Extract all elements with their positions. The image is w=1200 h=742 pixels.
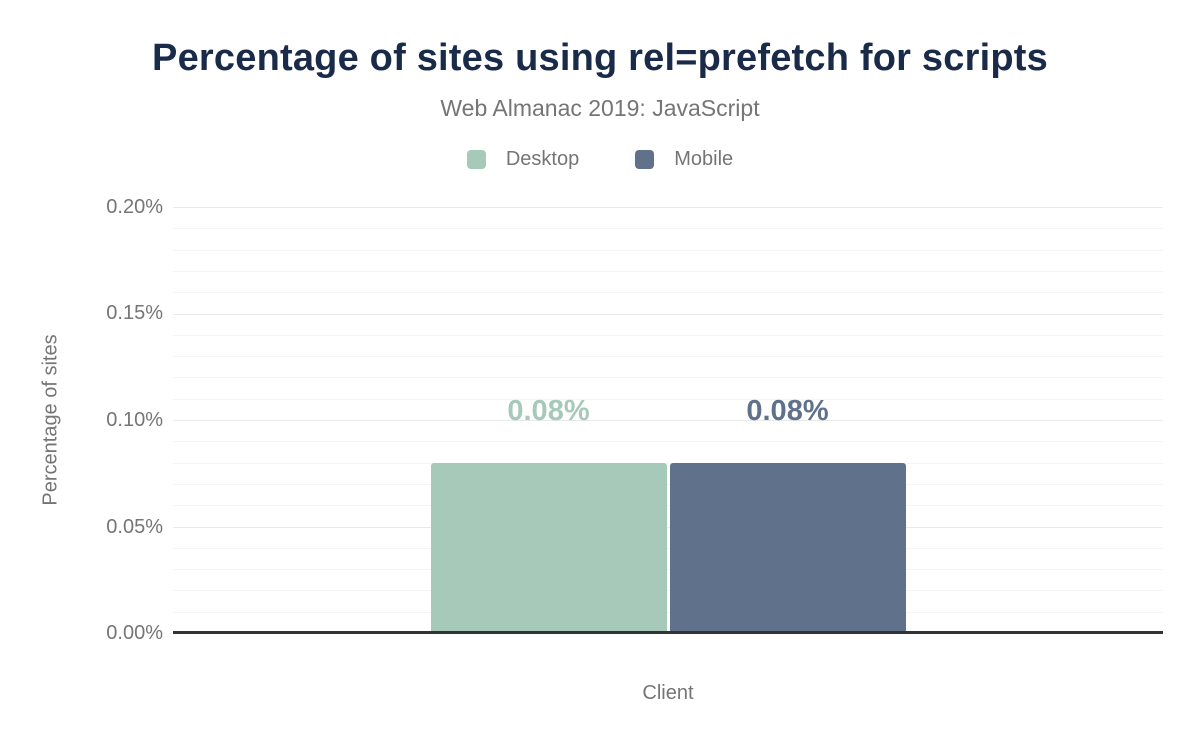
legend-label-desktop: Desktop xyxy=(505,148,580,170)
bar-desktop[interactable] xyxy=(430,462,667,633)
legend-swatch-mobile-icon xyxy=(635,150,655,169)
gridline-major xyxy=(173,207,1163,208)
bar-value-label-mobile: 0.08% xyxy=(746,394,829,427)
gridline-minor xyxy=(173,377,1163,378)
gridline-minor xyxy=(173,250,1163,251)
y-axis-ticks: 0.00% 0.05% 0.10% 0.15% 0.20% xyxy=(0,197,163,643)
gridline-minor xyxy=(173,399,1163,400)
gridline-major xyxy=(173,314,1163,315)
gridline-minor xyxy=(173,356,1163,357)
chart-title: Percentage of sites using rel=prefetch f… xyxy=(152,37,1048,79)
y-tick-label: 0.05% xyxy=(106,516,163,538)
bar-value-label-desktop: 0.08% xyxy=(507,394,590,427)
chart-subtitle: Web Almanac 2019: JavaScript xyxy=(440,95,760,121)
gridline-minor xyxy=(173,590,1163,591)
gridline-major xyxy=(173,527,1163,528)
gridline-minor xyxy=(173,548,1163,549)
gridline-minor xyxy=(173,292,1163,293)
gridline-minor xyxy=(173,484,1163,485)
gridline-minor xyxy=(173,441,1163,442)
gridline-minor xyxy=(173,569,1163,570)
x-axis-line xyxy=(173,631,1163,634)
x-axis-title: Client xyxy=(642,682,694,704)
gridline-minor xyxy=(173,612,1163,613)
gridline-minor xyxy=(173,228,1163,229)
gridline-major xyxy=(173,420,1163,421)
legend-swatch-desktop-icon xyxy=(466,150,486,169)
y-tick-label: 0.10% xyxy=(106,409,163,431)
y-tick-label: 0.15% xyxy=(106,302,163,324)
legend-label-mobile: Mobile xyxy=(674,148,734,170)
gridline-minor xyxy=(173,335,1163,336)
legend-item-desktop[interactable]: Desktop xyxy=(466,148,580,171)
gridline-minor xyxy=(173,505,1163,506)
legend: Desktop Mobile xyxy=(0,148,1200,171)
y-tick-label: 0.20% xyxy=(106,196,163,218)
gridline-minor xyxy=(173,463,1163,464)
bar-mobile[interactable] xyxy=(669,462,906,633)
legend-item-mobile[interactable]: Mobile xyxy=(635,148,733,171)
y-tick-label: 0.00% xyxy=(106,622,163,644)
plot-area: 0.08% 0.08% xyxy=(173,207,1163,634)
gridline-minor xyxy=(173,271,1163,272)
